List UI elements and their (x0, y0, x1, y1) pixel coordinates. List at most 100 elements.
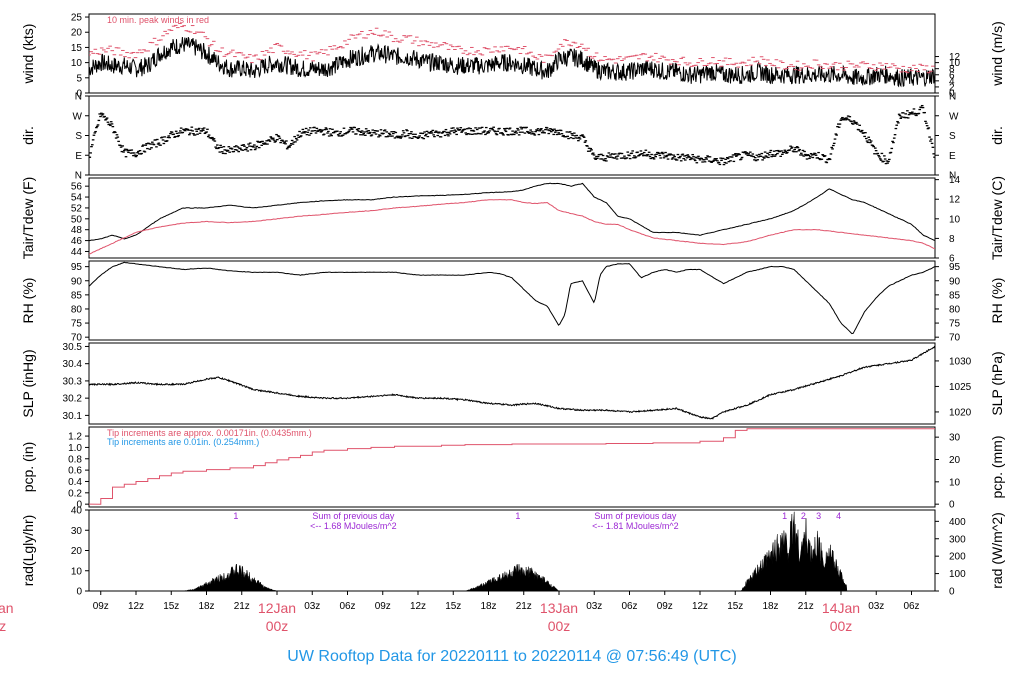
x-tick-label: 09z (93, 601, 109, 612)
y-tick-label-left: 44 (71, 247, 83, 258)
x-tick-label: 03z (586, 601, 602, 612)
chart-title: UW Rooftop Data for 20220111 to 20220114… (287, 648, 737, 665)
series-line (89, 199, 935, 255)
y-axis-label-left: rad(Lgly/hr) (20, 515, 36, 587)
x-tick-label: 12z (692, 601, 708, 612)
x-tick-label: 18z (198, 601, 214, 612)
y-tick-label-left: 0 (76, 587, 82, 598)
y-tick-label-left: 40 (71, 506, 83, 517)
y-tick-label-left: 54 (71, 193, 83, 204)
y-tick-label-left: 15 (71, 43, 83, 54)
radiation-sum-value: <-- 1.81 MJoules/m^2 (592, 521, 679, 531)
y-axis-label-left: dir. (20, 126, 36, 145)
radiation-marker: 1 (782, 511, 787, 521)
panel-frame (88, 13, 936, 94)
y-tick-label-left: 20 (71, 28, 83, 39)
y-tick-label-right: 30 (949, 433, 961, 444)
x-tick-label: 12z (410, 601, 426, 612)
y-tick-label-right: N (949, 92, 956, 103)
y-tick-label-left: 1.2 (68, 432, 82, 443)
y-axis-label-left: Tair/Tdew (F) (20, 177, 36, 259)
y-tick-label-left: 30.3 (63, 376, 83, 387)
radiation-sum-note: Sum of previous day (312, 511, 395, 521)
x-tick-label: 09z (375, 601, 391, 612)
panel-frame (88, 177, 936, 259)
y-axis-label-left: SLP (inHg) (20, 349, 36, 417)
y-tick-label-right: 8 (949, 234, 955, 245)
series-line (89, 37, 935, 88)
series-group (89, 345, 935, 420)
y-tick-label-left: 48 (71, 225, 83, 236)
y-axis-label-left: RH (%) (20, 278, 36, 324)
radiation-area (183, 563, 278, 591)
y-tick-label-left: 80 (71, 304, 83, 315)
x-day-time: 00z (548, 618, 571, 634)
series-group (89, 428, 935, 505)
y-tick-label-right: 10 (949, 214, 961, 225)
pcp-annotation: Tip increments are approx. 0.00171in. (0… (107, 428, 312, 438)
y-tick-label-left: 0.6 (68, 466, 82, 477)
y-tick-label-left: 0.2 (68, 488, 82, 499)
y-tick-label-left: 46 (71, 236, 83, 247)
y-tick-label-right: 90 (949, 276, 961, 287)
x-tick-label: 21z (516, 601, 532, 612)
panel-annotation: 10 min. peak winds in red (107, 15, 209, 25)
radiation-marker: 1 (515, 511, 520, 521)
series-group (89, 104, 935, 166)
radiation-area (464, 563, 560, 591)
series-group (89, 182, 935, 255)
x-tick-label: 06z (339, 601, 355, 612)
y-tick-label-left: N (75, 171, 82, 182)
y-tick-label-right: 2 (949, 82, 955, 93)
panel-rh: 70 75 80 85 90 95 70 75 80 85 90 95 RH (%) RH (%) (20, 260, 1005, 344)
y-tick-label-right: 14 (949, 175, 961, 186)
x-day-label: 11Jan (0, 600, 14, 616)
y-tick-label-right: 12 (949, 195, 961, 206)
panel-frame (88, 95, 936, 176)
radiation-marker: 4 (836, 511, 841, 521)
x-day-label: 14Jan (822, 600, 860, 616)
y-tick-label-right: 12 (949, 52, 961, 63)
y-tick-label-right: 300 (949, 534, 966, 545)
x-tick-label: 06z (621, 601, 637, 612)
y-axis-label-left: wind (kts) (20, 24, 36, 85)
y-axis-label-right: RH (%) (989, 278, 1005, 324)
series-group (89, 261, 935, 335)
y-tick-label-left: 30.1 (63, 411, 83, 422)
y-tick-label-right: 6 (949, 70, 955, 81)
radiation-marker: 2 (801, 511, 806, 521)
y-tick-label-right: 0 (949, 89, 955, 100)
y-tick-label-right: 75 (949, 319, 961, 330)
panel-frame (88, 426, 936, 508)
x-tick-label: 09z (657, 601, 673, 612)
y-tick-label-right: W (949, 111, 959, 122)
y-tick-label-left: 90 (71, 276, 83, 287)
x-tick-label: 06z (903, 601, 919, 612)
y-axis-label-right: pcp. (mm) (989, 436, 1005, 499)
panel-slp: 30.1 30.2 30.3 30.4 30.5 1020 1025 1030 SLP (inH… (20, 342, 1005, 425)
radiation-sum-note: Sum of previous day (594, 511, 677, 521)
y-tick-label-left: 75 (71, 319, 83, 330)
y-tick-label-right: 6 (949, 254, 955, 265)
y-tick-label-left: 95 (71, 262, 83, 273)
y-tick-label-right: 400 (949, 517, 966, 528)
series-line (89, 182, 935, 242)
x-tick-label: 15z (445, 601, 461, 612)
y-tick-label-right: 10 (949, 58, 961, 69)
x-day-time: 00z (830, 618, 853, 634)
y-tick-label-left: 0.4 (68, 477, 82, 488)
radiation-sum-value: <-- 1.68 MJoules/m^2 (310, 521, 397, 531)
x-tick-label: 15z (727, 601, 743, 612)
y-tick-label-left: 1.0 (68, 443, 82, 454)
radiation-area (740, 511, 848, 591)
x-tick-label: 21z (234, 601, 250, 612)
y-tick-label-left: 5 (76, 73, 82, 84)
y-tick-label-right: 85 (949, 290, 961, 301)
y-tick-label-right: 1025 (949, 382, 972, 393)
series-line (89, 345, 935, 420)
